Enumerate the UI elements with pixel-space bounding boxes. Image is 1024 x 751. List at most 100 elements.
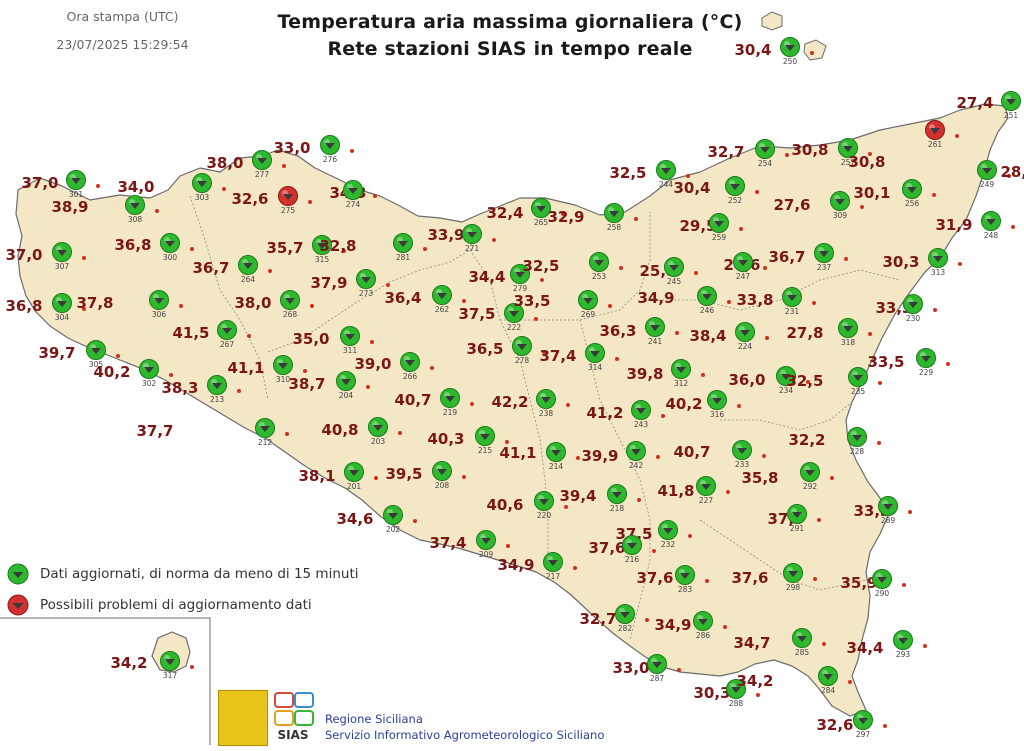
station-marker[interactable]: 32,5 244 <box>609 160 690 190</box>
station-marker[interactable]: 33,5 229 <box>867 348 950 378</box>
station-marker[interactable]: 34,9 217 <box>497 552 577 582</box>
station-marker[interactable]: 30,8 261 <box>848 120 959 172</box>
station-marker[interactable]: 39,9 242 <box>581 441 660 471</box>
station-marker[interactable]: 38,3 213 <box>161 375 241 405</box>
station-marker[interactable]: 34,2 284 <box>736 666 852 696</box>
station-marker[interactable]: 39,7 305 <box>38 340 120 370</box>
station-marker[interactable]: 30,3 313 <box>882 248 962 278</box>
station-marker[interactable]: 32,5 253 <box>522 252 623 282</box>
station-marker[interactable]: 32,2 228 <box>788 427 881 457</box>
station-marker[interactable]: 37,9 273 <box>310 269 390 299</box>
station-marker[interactable]: 37,7 212 <box>136 418 289 448</box>
station-marker[interactable]: 36,3 241 <box>599 317 679 347</box>
station-marker[interactable]: 28,8 249 <box>977 160 1024 190</box>
station-marker[interactable]: 36,0 234 <box>728 366 810 396</box>
station-marker[interactable]: 33,8 231 <box>736 287 816 317</box>
station-marker[interactable]: 36,7 264 <box>192 255 272 285</box>
station-marker[interactable]: 33,5 269 <box>513 290 612 320</box>
station-marker[interactable]: 39,8 312 <box>626 359 705 389</box>
station-marker[interactable]: 40,7 233 <box>673 440 766 470</box>
station-marker[interactable]: 37,4 314 <box>539 343 619 373</box>
station-marker[interactable]: 36,5 278 <box>466 336 546 366</box>
station-marker[interactable]: 32,8 281 <box>319 233 427 263</box>
station-marker[interactable]: 24,6247 <box>723 252 767 282</box>
station-marker[interactable]: 35,0 311 <box>292 326 374 356</box>
station-marker[interactable]: 34,4 293 <box>846 630 927 660</box>
station-marker[interactable]: 27,8 318 <box>786 318 872 348</box>
station-marker[interactable]: 27,6 309 <box>773 191 864 221</box>
station-marker[interactable]: 35,8 292 <box>741 462 834 492</box>
station-marker[interactable]: 41,2 243 <box>586 400 665 430</box>
station-marker[interactable]: 37,6 298 <box>731 563 817 593</box>
ok-status-icon <box>838 318 858 338</box>
station-marker[interactable]: 40,6 220 <box>486 491 568 521</box>
station-marker[interactable]: 34,0 303 <box>117 173 226 203</box>
station-marker[interactable]: 38,4 224 <box>689 322 769 352</box>
station-marker[interactable]: 35,7 315 <box>266 235 346 265</box>
station-marker[interactable]: 40,7 219 <box>394 388 474 418</box>
station-marker[interactable]: 38,7 204 <box>288 371 370 401</box>
station-marker[interactable]: 41,1 214 <box>499 442 580 472</box>
station-marker[interactable]: 37,0 301 <box>21 170 100 200</box>
station-marker[interactable]: 39,5 208 <box>385 461 466 491</box>
station-marker[interactable]: 30,1 256 <box>853 179 936 209</box>
station-marker[interactable]: 37,4 209 <box>429 530 510 560</box>
station-marker[interactable]: 32,9 258 <box>547 203 638 233</box>
station-marker[interactable]: 37,6 283 <box>636 565 709 595</box>
station-marker[interactable]: 36,7 237 <box>768 243 848 273</box>
station-marker[interactable]: 34,9 286 <box>654 611 727 641</box>
station-marker[interactable]: 37,0 307 <box>5 242 86 272</box>
station-marker[interactable]: 41,1 310 <box>227 355 307 385</box>
station-marker[interactable]: 39,4 218 <box>559 484 641 514</box>
station-marker[interactable]: 37,8 306 <box>76 290 183 320</box>
station-marker[interactable]: 32,5 235 <box>786 367 882 397</box>
station-marker[interactable]: 38,1 201 <box>298 462 378 492</box>
station-temperature: 37,8 <box>76 294 113 312</box>
station-marker[interactable]: 36,4 262 <box>384 285 466 315</box>
station-marker[interactable]: 40,2 302 <box>93 359 173 389</box>
station-marker[interactable]: 30,8 257 <box>791 138 872 168</box>
station-marker[interactable]: 34,7 285 <box>733 628 826 658</box>
station-marker[interactable]: 36,8 304 <box>5 293 86 323</box>
station-marker[interactable]: 41,8 227 <box>657 476 730 506</box>
station-marker[interactable]: 41,5 267 <box>172 320 251 350</box>
station-marker[interactable]: 38,9 308 <box>51 195 159 225</box>
station-marker[interactable]: 34,3274 <box>329 180 377 210</box>
station-marker[interactable]: 34,2 317 <box>110 651 194 681</box>
station-marker[interactable]: 33,0 276 <box>273 135 354 165</box>
station-marker[interactable]: 38,0 268 <box>234 290 314 320</box>
station-marker[interactable]: 38,0 277 <box>206 150 286 180</box>
station-marker[interactable]: 34,9 246 <box>637 286 731 316</box>
station-marker[interactable]: 34,6 202 <box>336 505 417 535</box>
station-marker[interactable]: 37,5 222 <box>458 303 538 333</box>
station-marker[interactable]: 40,2 316 <box>665 390 741 420</box>
station-marker[interactable]: 30,4 250 <box>734 37 814 67</box>
station-marker[interactable]: 42,2 238 <box>491 389 570 419</box>
station-marker[interactable]: 30,4 252 <box>673 176 759 206</box>
station-id: 282 <box>618 624 633 633</box>
station-marker[interactable]: 34,4 279 <box>468 264 544 294</box>
station-marker[interactable]: 40,8 203 <box>321 417 402 447</box>
station-marker[interactable]: 36,8 300 <box>114 233 194 263</box>
ok-status-icon <box>615 604 635 624</box>
station-marker[interactable]: 40,3 215 <box>427 426 509 456</box>
station-dot <box>705 579 709 583</box>
station-marker[interactable]: 31,9 248 <box>935 211 1015 241</box>
station-marker[interactable]: 27,4 251 <box>956 91 1024 121</box>
station-marker[interactable]: 39,0 266 <box>354 352 434 382</box>
station-marker[interactable]: 32,4 265 <box>486 198 565 228</box>
station-marker[interactable]: 32,6 275 <box>231 186 312 216</box>
station-marker[interactable]: 32,7 254 <box>707 139 789 169</box>
